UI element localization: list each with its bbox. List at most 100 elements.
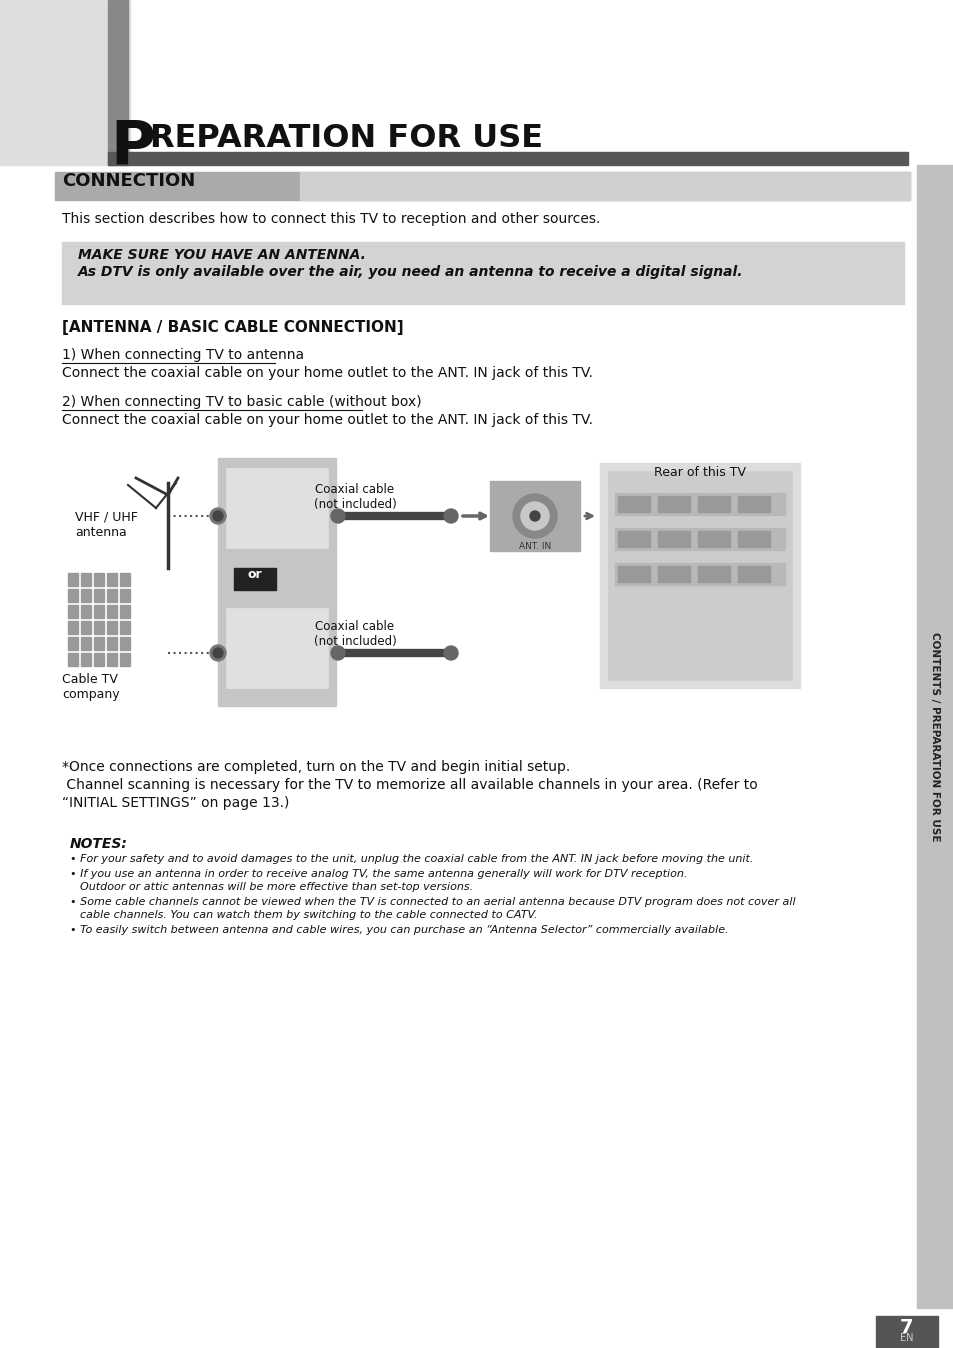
Bar [607,470,791,679]
Bar [875,1316,937,1348]
Bar [738,496,769,512]
Text: As DTV is only available over the air, you need an antenna to receive a digital : As DTV is only available over the air, y… [78,266,742,279]
Text: NOTES:: NOTES: [70,837,128,851]
Bar [94,589,104,603]
Bar [120,589,130,603]
Bar [916,164,953,1308]
Bar [599,462,800,687]
Text: 7: 7 [900,1318,913,1337]
Text: CONTENTS / PREPARATION FOR USE: CONTENTS / PREPARATION FOR USE [929,632,939,841]
Bar [615,528,784,550]
Bar [0,0,130,164]
Text: 2) When connecting TV to basic cable (without box): 2) When connecting TV to basic cable (wi… [62,395,421,408]
Text: • Some cable channels cannot be viewed when the TV is connected to an aerial ant: • Some cable channels cannot be viewed w… [70,896,795,907]
Circle shape [210,644,226,661]
Text: This section describes how to connect this TV to reception and other sources.: This section describes how to connect th… [62,212,599,226]
Text: Rear of this TV: Rear of this TV [654,466,745,479]
Bar [94,573,104,586]
Text: cable channels. You can watch them by switching to the cable connected to CATV.: cable channels. You can watch them by sw… [80,910,537,919]
Bar [698,531,729,547]
Text: CONNECTION: CONNECTION [62,173,195,190]
Bar [108,152,907,164]
Text: MAKE SURE YOU HAVE AN ANTENNA.: MAKE SURE YOU HAVE AN ANTENNA. [78,248,366,262]
Circle shape [210,508,226,524]
Bar [120,621,130,634]
Bar [108,0,128,164]
Bar [55,173,909,200]
Bar [94,621,104,634]
Bar [68,638,78,650]
Bar [490,481,579,551]
Text: Coaxial cable
(not included): Coaxial cable (not included) [314,483,395,511]
Text: 1) When connecting TV to antenna: 1) When connecting TV to antenna [62,348,304,363]
Bar [658,566,689,582]
Bar [618,531,649,547]
Circle shape [213,511,223,520]
Text: Connect the coaxial cable on your home outlet to the ANT. IN jack of this TV.: Connect the coaxial cable on your home o… [62,367,593,380]
Circle shape [443,646,457,661]
Text: Coaxial cable
(not included): Coaxial cable (not included) [314,620,395,648]
Text: VHF / UHF
antenna: VHF / UHF antenna [75,511,138,539]
Bar [233,568,275,590]
Bar [68,573,78,586]
Bar [81,573,91,586]
Bar [107,589,117,603]
Circle shape [513,493,557,538]
Circle shape [213,648,223,658]
Bar [68,589,78,603]
Bar [107,605,117,617]
Bar [658,531,689,547]
Bar [658,496,689,512]
Bar [81,621,91,634]
Bar [55,832,897,993]
Text: EN: EN [900,1333,913,1343]
Bar [68,621,78,634]
Bar [81,638,91,650]
Text: “INITIAL SETTINGS” on page 13.): “INITIAL SETTINGS” on page 13.) [62,797,289,810]
Bar [107,621,117,634]
Bar [615,493,784,515]
Bar [226,608,328,687]
Text: [ANTENNA / BASIC CABLE CONNECTION]: [ANTENNA / BASIC CABLE CONNECTION] [62,319,403,336]
Text: Cable TV
company: Cable TV company [62,673,119,701]
Bar [68,652,78,666]
Bar [120,652,130,666]
Bar [120,573,130,586]
Bar [618,566,649,582]
Circle shape [331,510,345,523]
Bar [81,605,91,617]
Bar [738,566,769,582]
Bar [738,531,769,547]
Bar [81,589,91,603]
Text: • For your safety and to avoid damages to the unit, unplug the coaxial cable fro: • For your safety and to avoid damages t… [70,855,753,864]
Text: • If you use an antenna in order to receive analog TV, the same antenna generall: • If you use an antenna in order to rece… [70,869,687,879]
Text: P: P [110,119,154,177]
Bar [62,243,903,305]
Text: REPARATION FOR USE: REPARATION FOR USE [150,123,542,154]
Bar [107,638,117,650]
Circle shape [520,501,548,530]
Bar [698,496,729,512]
Bar [94,605,104,617]
Circle shape [530,511,539,520]
Text: Outdoor or attic antennas will be more effective than set-top versions.: Outdoor or attic antennas will be more e… [80,882,473,892]
Bar [218,458,335,706]
Bar [107,573,117,586]
Bar [68,605,78,617]
Bar [94,652,104,666]
Bar [94,638,104,650]
Text: Channel scanning is necessary for the TV to memorize all available channels in y: Channel scanning is necessary for the TV… [62,778,757,793]
Bar [107,652,117,666]
Bar [299,173,909,200]
Bar [618,496,649,512]
Text: • To easily switch between antenna and cable wires, you can purchase an “Antenna: • To easily switch between antenna and c… [70,925,728,936]
Text: or: or [248,568,262,581]
Text: *Once connections are completed, turn on the TV and begin initial setup.: *Once connections are completed, turn on… [62,760,570,774]
Circle shape [443,510,457,523]
Bar [120,605,130,617]
Text: ANT. IN: ANT. IN [518,542,551,551]
Bar [120,638,130,650]
Bar [81,652,91,666]
Bar [615,563,784,585]
Circle shape [331,646,345,661]
